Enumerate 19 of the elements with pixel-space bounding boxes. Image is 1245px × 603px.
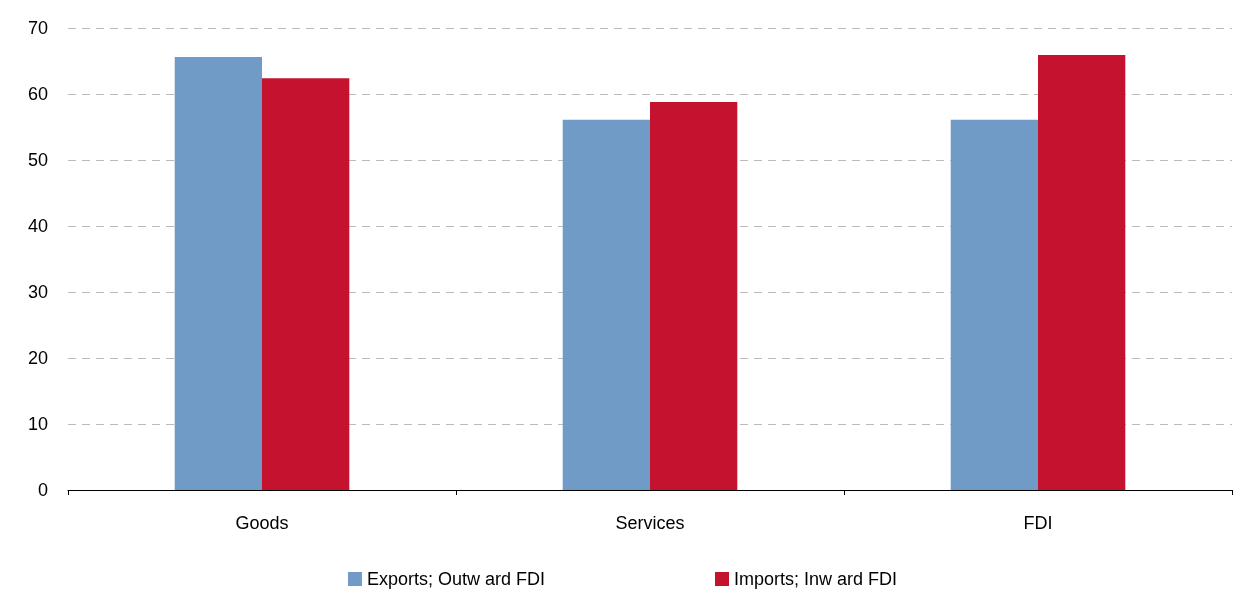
- bar: [562, 119, 650, 490]
- x-tick-label: Services: [615, 513, 685, 533]
- y-tick-label: 60: [27, 84, 48, 104]
- bar: [174, 57, 262, 490]
- y-tick-label: 70: [27, 18, 48, 38]
- y-tick-label: 20: [27, 348, 48, 368]
- y-tick-label: 40: [27, 216, 48, 236]
- legend-label: Exports; Outw ard FDI: [366, 569, 546, 589]
- x-tick-label: Goods: [235, 513, 289, 533]
- x-tick-label: FDI: [1023, 513, 1053, 533]
- y-tick-label: 0: [37, 480, 48, 500]
- legend-label: Imports; Inw ard FDI: [734, 569, 898, 589]
- bar: [1038, 55, 1126, 490]
- bar: [950, 119, 1038, 490]
- y-tick-label: 10: [27, 414, 48, 434]
- y-tick-label: 50: [27, 150, 48, 170]
- y-tick-label: 30: [27, 282, 48, 302]
- bar: [650, 101, 738, 490]
- bar: [262, 78, 350, 490]
